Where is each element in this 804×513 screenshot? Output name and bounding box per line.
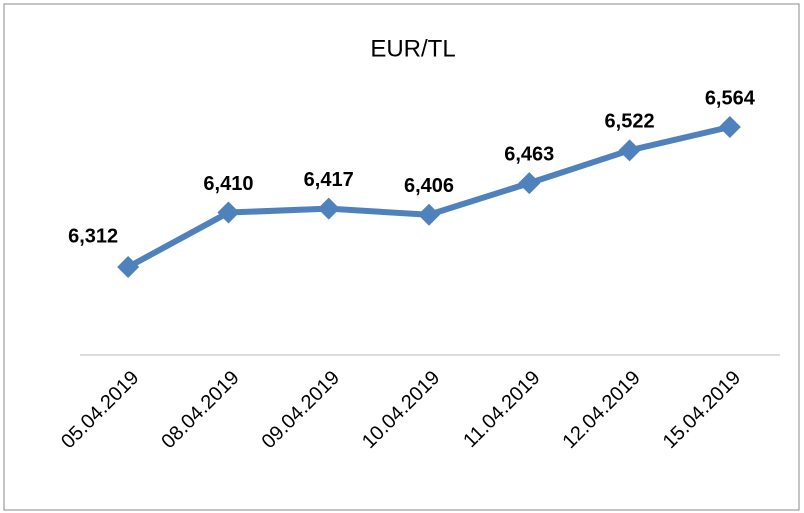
- point-marker: [518, 172, 541, 195]
- data-label: 6,406: [404, 175, 454, 197]
- data-label: 6,410: [203, 173, 253, 195]
- data-label: 6,417: [304, 169, 354, 191]
- point-marker: [117, 256, 140, 278]
- data-label: 6,463: [504, 143, 554, 165]
- chart-title: EUR/TL: [370, 35, 455, 62]
- chart-border: [3, 3, 800, 511]
- point-marker: [317, 197, 340, 220]
- point-marker: [217, 201, 240, 224]
- data-label: 6,564: [705, 87, 756, 109]
- point-marker: [718, 116, 741, 138]
- data-label: 6,522: [605, 111, 655, 133]
- data-label: 6,312: [68, 225, 118, 247]
- point-marker: [418, 203, 440, 226]
- point-marker: [618, 139, 641, 162]
